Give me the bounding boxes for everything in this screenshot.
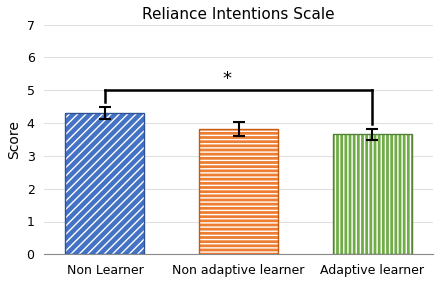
Bar bbox=[199, 129, 278, 254]
Bar bbox=[199, 129, 278, 254]
Bar bbox=[66, 113, 144, 254]
Title: Reliance Intentions Scale: Reliance Intentions Scale bbox=[142, 7, 335, 22]
Y-axis label: Score: Score bbox=[7, 120, 21, 159]
Bar bbox=[333, 135, 412, 254]
Bar bbox=[333, 135, 412, 254]
Text: *: * bbox=[222, 70, 231, 88]
Bar bbox=[66, 113, 144, 254]
